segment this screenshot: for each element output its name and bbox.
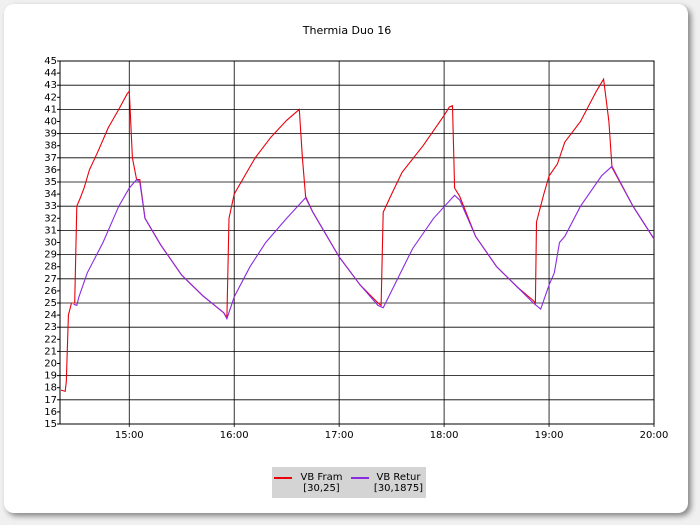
x-tick-label: 17:00 [325,430,354,441]
y-tick-label: 16 [44,407,57,418]
y-tick-label: 33 [44,201,57,212]
y-tick-label: 24 [44,310,57,321]
y-tick-label: 38 [44,141,57,152]
y-tick-label: 37 [44,153,57,164]
plot-area [59,60,655,425]
series-line [73,165,655,321]
y-tick-label: 18 [44,383,57,394]
legend-entry: VB Fram [30,25] [273,471,348,494]
y-tick-label: 42 [44,92,57,103]
y-tick-label: 15 [44,419,57,430]
y-tick-label: 17 [44,395,57,406]
y-tick-label: 23 [44,322,57,333]
x-tick-label: 15:00 [115,430,144,441]
y-tick-label: 27 [44,274,57,285]
x-tick-label: 19:00 [535,430,564,441]
y-tick-label: 31 [44,225,57,236]
y-tick-label: 34 [44,189,57,200]
x-tick-label: 16:00 [220,430,249,441]
y-tick-label: 19 [44,371,57,382]
y-tick-label: 26 [44,286,57,297]
x-tick-label: 18:00 [430,430,459,441]
legend-swatch [273,476,292,479]
y-tick-label: 45 [44,56,57,67]
y-tick-label: 20 [44,359,57,370]
y-tick-label: 30 [44,238,57,249]
series-line [60,77,655,393]
y-tick-label: 39 [44,129,57,140]
y-tick-label: 21 [44,346,57,357]
legend-swatch [350,476,369,479]
y-tick-label: 28 [44,262,57,273]
legend-entry: VB Retur [30,1875] [350,471,425,494]
legend-label: VB Fram [30,25] [300,471,343,494]
x-tick-label: 20:00 [640,430,669,441]
y-tick-label: 22 [44,334,57,345]
y-tick-label: 44 [44,68,57,79]
y-tick-label: 40 [44,117,57,128]
y-tick-label: 29 [44,250,57,261]
y-tick-label: 32 [44,213,57,224]
legend-label: VB Retur [30,1875] [373,471,424,494]
y-tick-label: 35 [44,177,57,188]
legend: VB Fram [30,25] VB Retur [30,1875] [272,467,426,498]
y-tick-label: 36 [44,165,57,176]
y-tick-label: 25 [44,298,57,309]
chart-title: Thermia Duo 16 [302,24,391,37]
y-tick-label: 43 [44,80,57,91]
y-tick-label: 41 [44,104,57,115]
